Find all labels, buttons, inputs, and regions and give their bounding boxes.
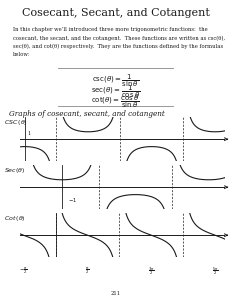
Text: $\frac{\pi}{2}$: $\frac{\pi}{2}$ — [86, 169, 90, 180]
Text: $-\frac{\pi}{2}$: $-\frac{\pi}{2}$ — [20, 169, 29, 180]
Text: Graphs of cosecant, secant, and cotangent: Graphs of cosecant, secant, and cotangen… — [9, 110, 165, 118]
Text: 211: 211 — [110, 291, 121, 296]
Text: $\mathit{Cot}\,(\theta)$: $\mathit{Cot}\,(\theta)$ — [4, 214, 26, 223]
Text: $\frac{3\pi}{2}$: $\frac{3\pi}{2}$ — [148, 169, 155, 181]
Text: $0$: $0$ — [60, 218, 65, 225]
Text: $\mathit{CSC}\,(\theta)$: $\mathit{CSC}\,(\theta)$ — [4, 118, 28, 127]
Text: $-\frac{\pi}{2}$: $-\frac{\pi}{2}$ — [19, 266, 28, 276]
Text: Cosecant, Secant, and Cotangent: Cosecant, Secant, and Cotangent — [21, 8, 210, 18]
Text: $\frac{5\pi}{2}$: $\frac{5\pi}{2}$ — [212, 169, 219, 181]
Text: $\frac{3\pi}{2}$: $\frac{3\pi}{2}$ — [148, 266, 155, 277]
Text: below:: below: — [13, 52, 30, 57]
Text: $\mathrm{sec}(\theta) = \dfrac{1}{\cos\theta}$: $\mathrm{sec}(\theta) = \dfrac{1}{\cos\t… — [91, 83, 140, 100]
Text: $\frac{5\pi}{2}$: $\frac{5\pi}{2}$ — [212, 266, 218, 277]
Text: cosecant, the secant, and the cotangent.  These functions are written as csc(θ),: cosecant, the secant, and the cotangent.… — [13, 35, 225, 41]
Text: $\mathit{Sec}(\theta)$: $\mathit{Sec}(\theta)$ — [4, 166, 26, 175]
Text: $\mathrm{csc}(\theta) = \dfrac{1}{\sin\theta}$: $\mathrm{csc}(\theta) = \dfrac{1}{\sin\t… — [92, 73, 139, 89]
Text: 1: 1 — [28, 131, 31, 136]
Text: $\pi$: $\pi$ — [133, 218, 138, 224]
Text: $-1$: $-1$ — [68, 196, 78, 204]
Text: $\frac{\pi}{2}$: $\frac{\pi}{2}$ — [85, 266, 90, 276]
Text: In this chapter we’ll introduced three more trigonometric functions:  the: In this chapter we’ll introduced three m… — [13, 27, 207, 32]
Text: $\mathrm{cot}(\theta) = \dfrac{\cos\theta}{\sin\theta}$: $\mathrm{cot}(\theta) = \dfrac{\cos\thet… — [91, 94, 140, 110]
Text: sec(θ), and cot(θ) respectively.  They are the functions defined by the formulas: sec(θ), and cot(θ) respectively. They ar… — [13, 44, 223, 49]
Text: $2\pi$: $2\pi$ — [205, 218, 213, 225]
